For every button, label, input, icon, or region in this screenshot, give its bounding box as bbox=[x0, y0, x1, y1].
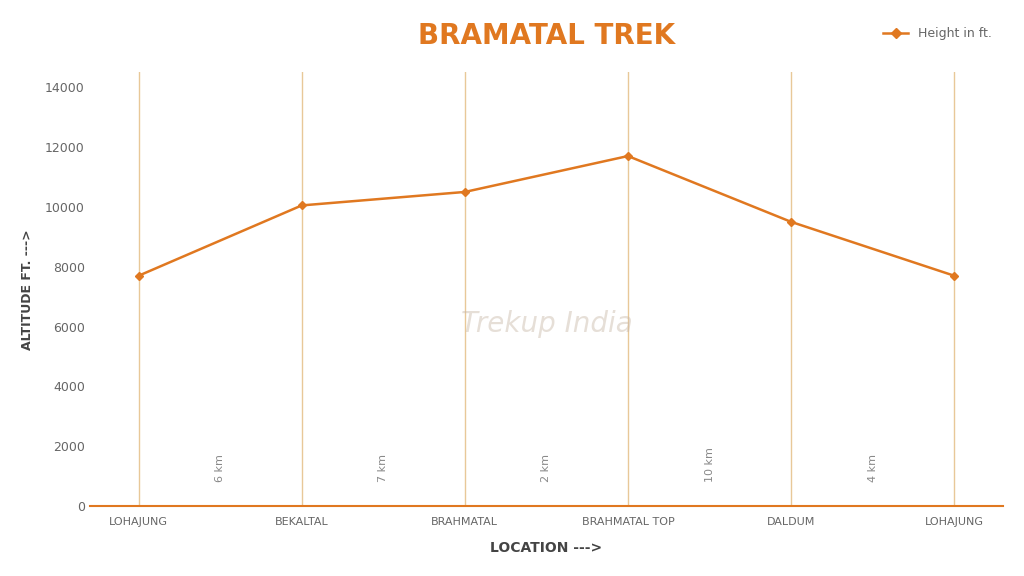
Y-axis label: ALTITUDE FT. --->: ALTITUDE FT. ---> bbox=[20, 229, 34, 350]
Text: 6 km: 6 km bbox=[215, 454, 225, 482]
X-axis label: LOCATION --->: LOCATION ---> bbox=[490, 541, 602, 555]
Title: BRAMATAL TREK: BRAMATAL TREK bbox=[418, 22, 675, 51]
Text: 4 km: 4 km bbox=[867, 454, 878, 482]
Text: 7 km: 7 km bbox=[378, 454, 388, 482]
Text: 2 km: 2 km bbox=[542, 454, 551, 482]
Legend: Height in ft.: Height in ft. bbox=[878, 22, 997, 45]
Text: Trekup India: Trekup India bbox=[461, 310, 632, 338]
Text: 10 km: 10 km bbox=[705, 448, 715, 482]
